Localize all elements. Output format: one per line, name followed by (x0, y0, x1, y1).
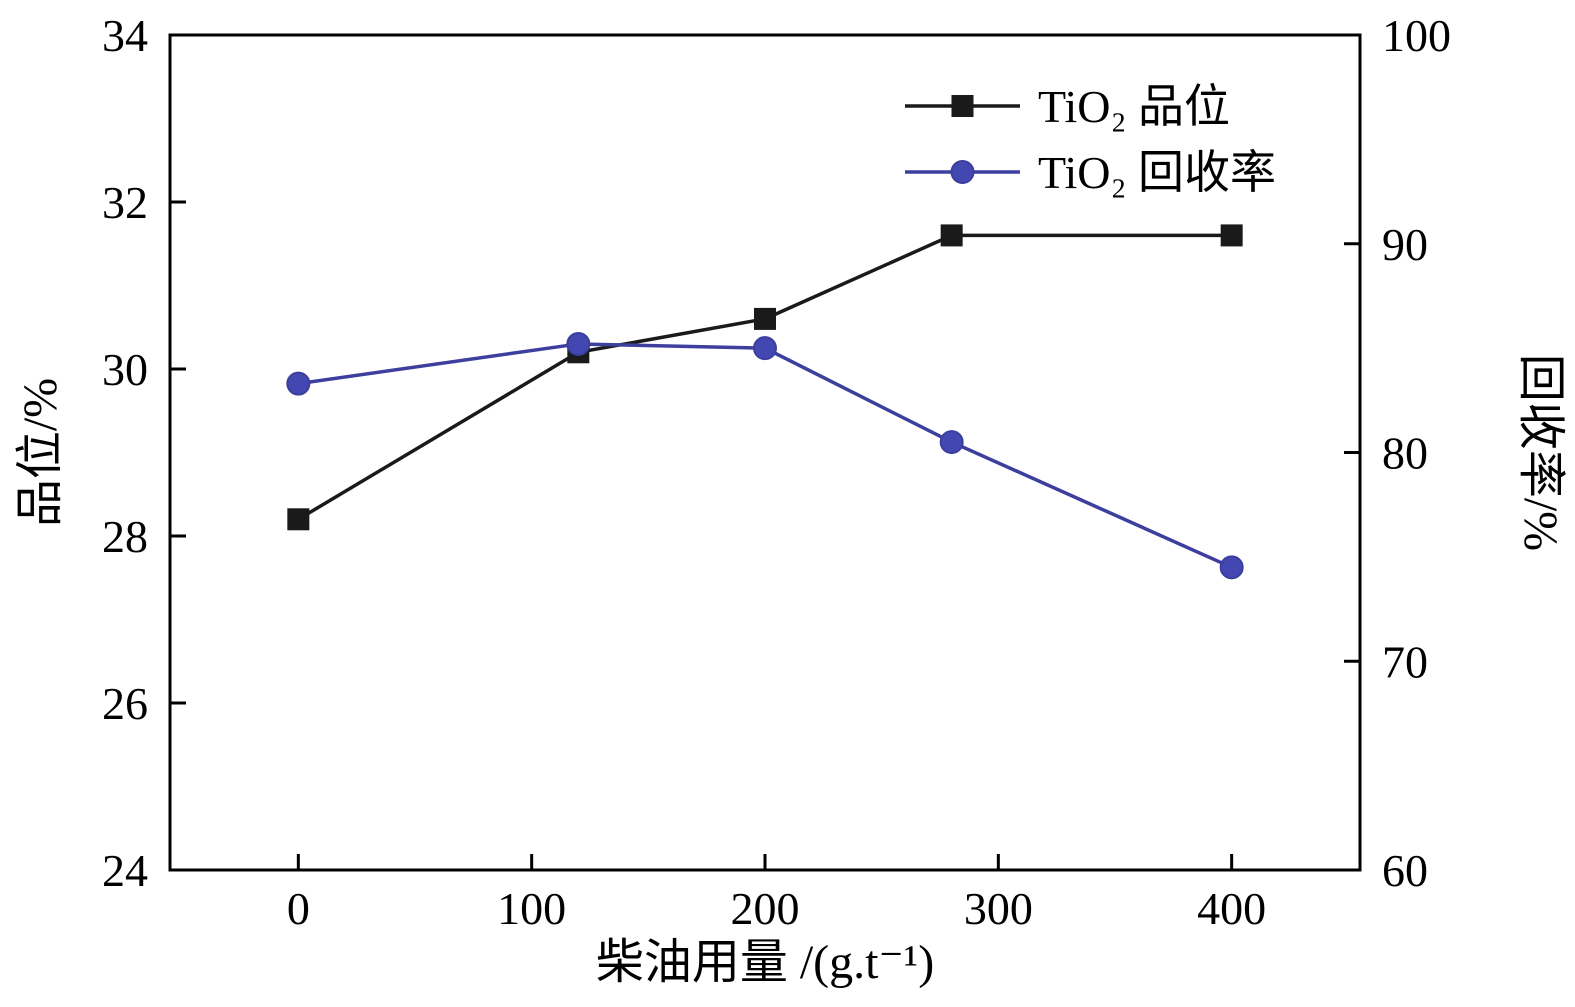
grade-point-marker (940, 224, 963, 247)
left-axis-tick-label: 34 (102, 10, 148, 61)
legend-square-marker-icon (951, 95, 974, 117)
recovery-line (298, 342, 1233, 569)
left-axis-tick-label: 32 (102, 177, 148, 228)
legend-label: TiO₂ 品位 (1038, 81, 1230, 132)
left-axis-tick-label: 26 (102, 678, 148, 729)
x-axis-tick-label: 100 (497, 883, 566, 934)
grade-point-marker (1220, 224, 1243, 247)
x-axis-tick-label: 200 (731, 883, 800, 934)
recovery-point-marker (566, 331, 591, 356)
x-axis-tick-label: 300 (964, 883, 1033, 934)
grade-point-marker (287, 508, 310, 531)
right-axis-tick-label: 100 (1382, 10, 1451, 61)
left-axis-tick-label: 30 (102, 344, 148, 395)
legend-circle-marker-icon (950, 160, 975, 184)
grade-point-marker (754, 307, 776, 330)
left-axis-tick-label: 28 (102, 511, 148, 562)
recovery-point-marker (1219, 555, 1244, 580)
x-axis-tick-label: 0 (287, 883, 310, 934)
legend-label: TiO₂ 回收率 (1038, 147, 1276, 198)
recovery-point-marker (939, 430, 964, 455)
right-axis-tick-label: 80 (1382, 428, 1428, 479)
left-axis-title: 品位/% (14, 378, 67, 527)
x-axis-tick-label: 400 (1197, 883, 1266, 934)
grade-line (297, 233, 1232, 521)
left-axis-tick-label: 24 (102, 845, 148, 896)
recovery-point-marker (753, 336, 777, 361)
right-axis-tick-label: 70 (1382, 636, 1428, 687)
recovery-point-marker (286, 371, 311, 396)
x-axis-title: 柴油用量 /(g.t⁻¹) (596, 936, 934, 989)
right-axis-tick-label: 60 (1382, 845, 1428, 896)
right-axis-tick-label: 90 (1382, 219, 1428, 270)
right-axis-title: 回收率/% (1514, 354, 1567, 551)
